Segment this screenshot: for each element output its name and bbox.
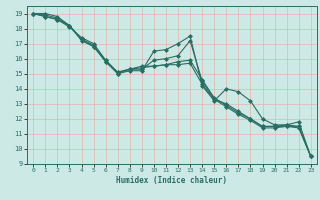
X-axis label: Humidex (Indice chaleur): Humidex (Indice chaleur): [116, 176, 228, 185]
